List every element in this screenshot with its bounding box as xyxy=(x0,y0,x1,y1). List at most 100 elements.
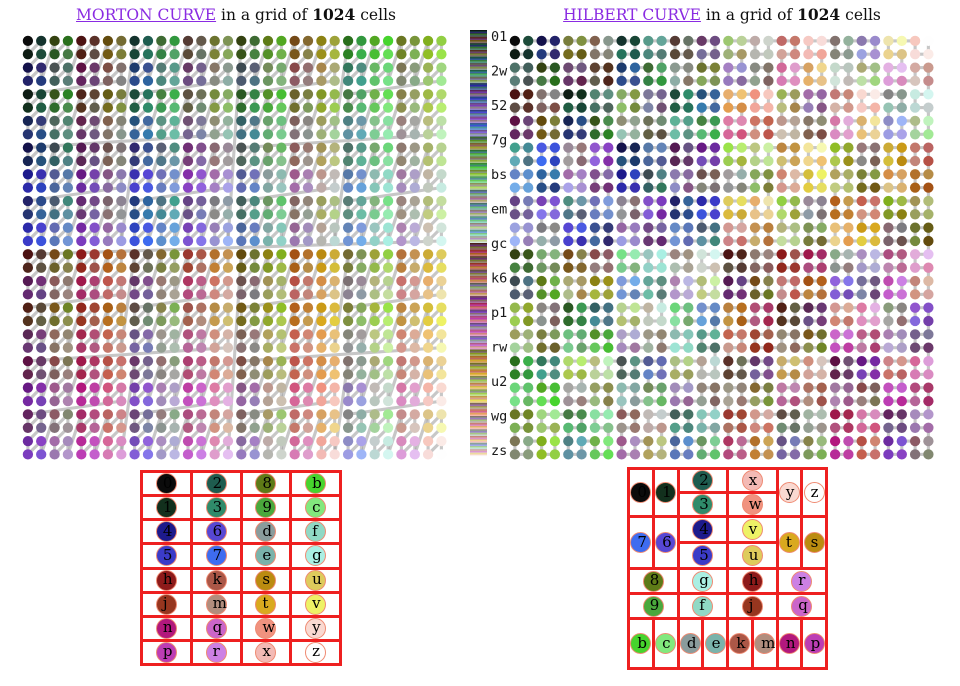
order-cell-1: 1 xyxy=(654,470,677,515)
cell-label: 0 xyxy=(637,482,647,501)
cell-label: p xyxy=(810,633,821,652)
cell-circle-h: h xyxy=(741,570,763,592)
order-cell-c: c xyxy=(654,620,677,667)
cell-circle-3: 3 xyxy=(205,497,227,519)
cell-circle-4: 4 xyxy=(155,521,177,543)
cell-circle-j: j xyxy=(155,593,177,615)
order-cell-e: e xyxy=(704,620,726,667)
order-cell-j: j xyxy=(729,595,776,617)
cell-label: d xyxy=(262,521,272,540)
legend-tick: em xyxy=(491,202,507,218)
order-cell-4: 4 xyxy=(679,518,726,541)
morton-title-link[interactable]: MORTON CURVE xyxy=(76,6,217,24)
order-cell-y: y xyxy=(778,470,801,515)
order-cell-5: 5 xyxy=(143,545,190,567)
cell-circle-v: v xyxy=(305,593,327,615)
legend-tick: wg xyxy=(491,409,507,425)
order-cell-m: m xyxy=(192,593,240,615)
cell-label: c xyxy=(662,633,671,652)
cell-label: b xyxy=(637,633,647,652)
cell-label: f xyxy=(699,595,705,614)
cell-circle-u: u xyxy=(305,569,327,591)
order-cell-q: q xyxy=(778,595,825,617)
order-cell-k: k xyxy=(729,620,751,667)
hilbert-title-link[interactable]: HILBERT CURVE xyxy=(563,6,701,24)
cell-label: 5 xyxy=(699,545,709,564)
cell-circle-s: s xyxy=(803,532,825,553)
order-cell-d: d xyxy=(679,620,702,667)
cell-label: r xyxy=(798,570,806,589)
order-cell-6: 6 xyxy=(192,521,240,543)
cell-circle-w: w xyxy=(741,494,763,515)
order-cell-p: p xyxy=(803,620,825,667)
cell-circle-0: 0 xyxy=(630,482,652,503)
cell-circle-e: e xyxy=(704,633,726,654)
order-cell-r: r xyxy=(778,570,825,592)
cell-circle-6: 6 xyxy=(205,521,227,543)
cell-label: k xyxy=(212,569,222,588)
morton-title: MORTON CURVE in a grid of 1024 cells xyxy=(0,5,472,24)
cell-circle-d: d xyxy=(255,521,277,543)
hilbert-title-count: 1024 xyxy=(797,5,841,24)
cell-label: e xyxy=(262,545,272,564)
order-cell-d: d xyxy=(242,521,290,543)
cell-label: 8 xyxy=(262,473,272,492)
cell-label: 3 xyxy=(212,497,223,516)
cell-circle-r: r xyxy=(205,641,227,663)
cell-label: n xyxy=(162,618,173,637)
hilbert-title-mid: in a grid of xyxy=(700,6,798,24)
cell-circle-8: 8 xyxy=(255,473,277,495)
cell-label: 7 xyxy=(212,545,223,564)
order-cell-2: 2 xyxy=(192,473,240,495)
order-cell-n: n xyxy=(778,620,801,667)
cell-circle-c: c xyxy=(305,497,327,519)
order-cell-8: 8 xyxy=(630,570,677,592)
cell-circle-q: q xyxy=(205,617,227,639)
cell-label: v xyxy=(748,519,758,538)
cell-label: d xyxy=(686,633,697,652)
cell-label: s xyxy=(262,569,271,588)
cell-circle-m: m xyxy=(754,633,775,654)
order-cell-u: u xyxy=(292,569,339,591)
cell-circle-z: z xyxy=(803,482,825,503)
cell-circle-m: m xyxy=(205,593,227,615)
cell-circle-1: 1 xyxy=(155,497,177,519)
order-cell-m: m xyxy=(753,620,776,667)
cell-label: k xyxy=(736,633,746,652)
cell-label: j xyxy=(162,593,168,612)
morton-title-mid: in a grid of xyxy=(216,6,313,24)
cell-label: c xyxy=(312,497,321,516)
cell-circle-2: 2 xyxy=(205,473,227,495)
order-cell-0: 0 xyxy=(630,470,652,515)
legend-tick: p1 xyxy=(491,305,507,321)
cell-circle-j: j xyxy=(741,595,763,617)
cell-circle-y: y xyxy=(305,617,327,639)
legend-tick: k6 xyxy=(491,271,507,287)
cell-circle-g: g xyxy=(305,545,327,567)
cell-circle-y: y xyxy=(778,482,800,503)
morton-title-suffix: cells xyxy=(355,6,396,24)
cell-circle-x: x xyxy=(741,470,763,491)
order-cell-9: 9 xyxy=(242,497,290,519)
cell-label: 6 xyxy=(212,521,223,540)
cell-circle-2: 2 xyxy=(692,470,714,491)
legend-tick: u2 xyxy=(491,374,507,390)
order-cell-3: 3 xyxy=(679,494,726,515)
order-cell-h: h xyxy=(143,569,190,591)
cell-circle-t: t xyxy=(255,593,277,615)
cell-circle-7: 7 xyxy=(630,532,652,553)
legend-tick: 7g xyxy=(491,133,507,149)
cell-circle-h: h xyxy=(155,569,177,591)
legend-tick: rw xyxy=(491,340,508,356)
cell-label: q xyxy=(798,595,808,614)
order-cell-k: k xyxy=(192,569,240,591)
hilbert-title: HILBERT CURVE in a grid of 1024 cells xyxy=(486,5,958,24)
hilbert-curve-plot xyxy=(509,35,934,460)
cell-label: y xyxy=(312,618,321,637)
order-cell-e: e xyxy=(242,545,290,567)
cell-label: h xyxy=(162,569,173,588)
order-cell-u: u xyxy=(729,544,776,567)
cell-label: y xyxy=(785,482,795,501)
cell-label: x xyxy=(748,470,758,489)
